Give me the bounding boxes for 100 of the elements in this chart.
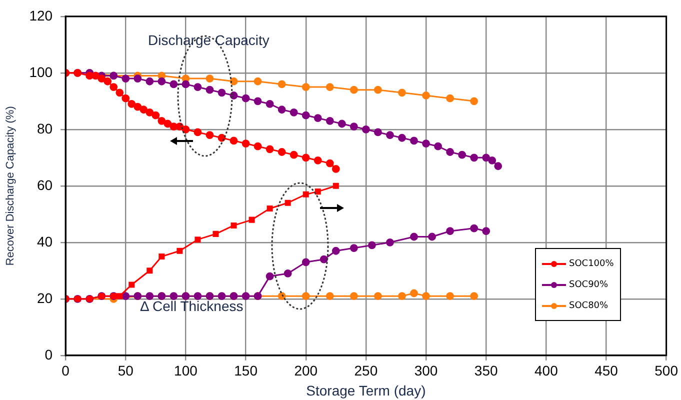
point [470, 292, 478, 300]
point [254, 77, 262, 86]
x-tick-label: 450 [594, 362, 618, 379]
point [218, 88, 226, 97]
point [302, 154, 310, 162]
point [374, 292, 382, 300]
point [422, 292, 430, 300]
point [266, 145, 274, 154]
point [398, 134, 406, 142]
point [170, 292, 178, 300]
point [146, 77, 154, 86]
point [128, 100, 136, 108]
point [182, 80, 190, 88]
point [410, 289, 418, 298]
point [332, 246, 340, 255]
point [182, 125, 190, 134]
point [350, 292, 358, 300]
x-tick-label: 200 [294, 362, 318, 379]
point [488, 156, 496, 164]
x-tick-label: 300 [414, 362, 438, 379]
point [362, 125, 370, 134]
point [470, 154, 478, 162]
x-axis-title: Storage Term (day) [306, 382, 426, 398]
point [206, 86, 214, 94]
point [92, 72, 100, 80]
annotation: Δ Cell Thickness [140, 298, 244, 314]
x-tick-label: 50 [118, 362, 134, 379]
y-tick-label: 120 [29, 7, 53, 24]
point [386, 131, 394, 139]
point [134, 102, 142, 111]
y-tick-label: 20 [36, 290, 53, 306]
y-tick-label: 60 [36, 176, 53, 193]
point [128, 282, 135, 288]
point [458, 150, 466, 159]
point [326, 159, 334, 168]
point [410, 232, 418, 241]
point [218, 292, 226, 300]
point [446, 292, 454, 300]
legend-label: SOC90% [569, 280, 608, 290]
point [146, 108, 154, 116]
point [206, 74, 214, 82]
point [266, 272, 274, 280]
point [434, 142, 442, 150]
point [230, 136, 238, 145]
point [428, 232, 436, 241]
point [194, 128, 202, 136]
point [302, 191, 309, 198]
point [350, 244, 358, 252]
point [482, 154, 490, 162]
point [314, 188, 321, 195]
point [122, 292, 130, 300]
point [446, 227, 454, 236]
point [422, 92, 430, 100]
point [164, 120, 172, 128]
point [326, 292, 334, 300]
point [302, 292, 310, 300]
point [176, 248, 183, 254]
point [242, 94, 250, 102]
x-tick-label: 400 [534, 362, 558, 379]
point [422, 140, 430, 148]
point [494, 162, 502, 170]
point [374, 86, 382, 94]
point [398, 88, 406, 97]
point [134, 74, 142, 82]
point [368, 241, 376, 250]
point [320, 255, 328, 264]
point [98, 74, 106, 82]
point [374, 128, 382, 136]
point [212, 230, 219, 237]
point [398, 292, 406, 300]
point [158, 116, 166, 125]
point [314, 156, 322, 164]
point [194, 236, 201, 243]
point [386, 238, 394, 246]
point [266, 205, 273, 212]
point [278, 106, 286, 114]
point [158, 254, 165, 260]
point [206, 131, 214, 139]
point [446, 94, 454, 102]
point [194, 83, 202, 91]
x-tick-label: 500 [654, 362, 678, 379]
point [410, 136, 418, 145]
point [446, 148, 454, 156]
point [326, 83, 334, 91]
point [302, 83, 310, 91]
point [266, 100, 274, 108]
point [104, 77, 112, 86]
y-tick-label: 0 [44, 346, 53, 362]
point [194, 292, 202, 300]
point [242, 292, 250, 300]
point [482, 227, 490, 236]
point [146, 292, 154, 300]
point [158, 77, 166, 86]
y-tick-label: 100 [29, 64, 53, 80]
annotation: Discharge Capacity [148, 32, 270, 48]
point [140, 106, 148, 114]
point [110, 83, 118, 91]
point [170, 80, 178, 88]
point [146, 268, 153, 274]
point [284, 200, 291, 206]
